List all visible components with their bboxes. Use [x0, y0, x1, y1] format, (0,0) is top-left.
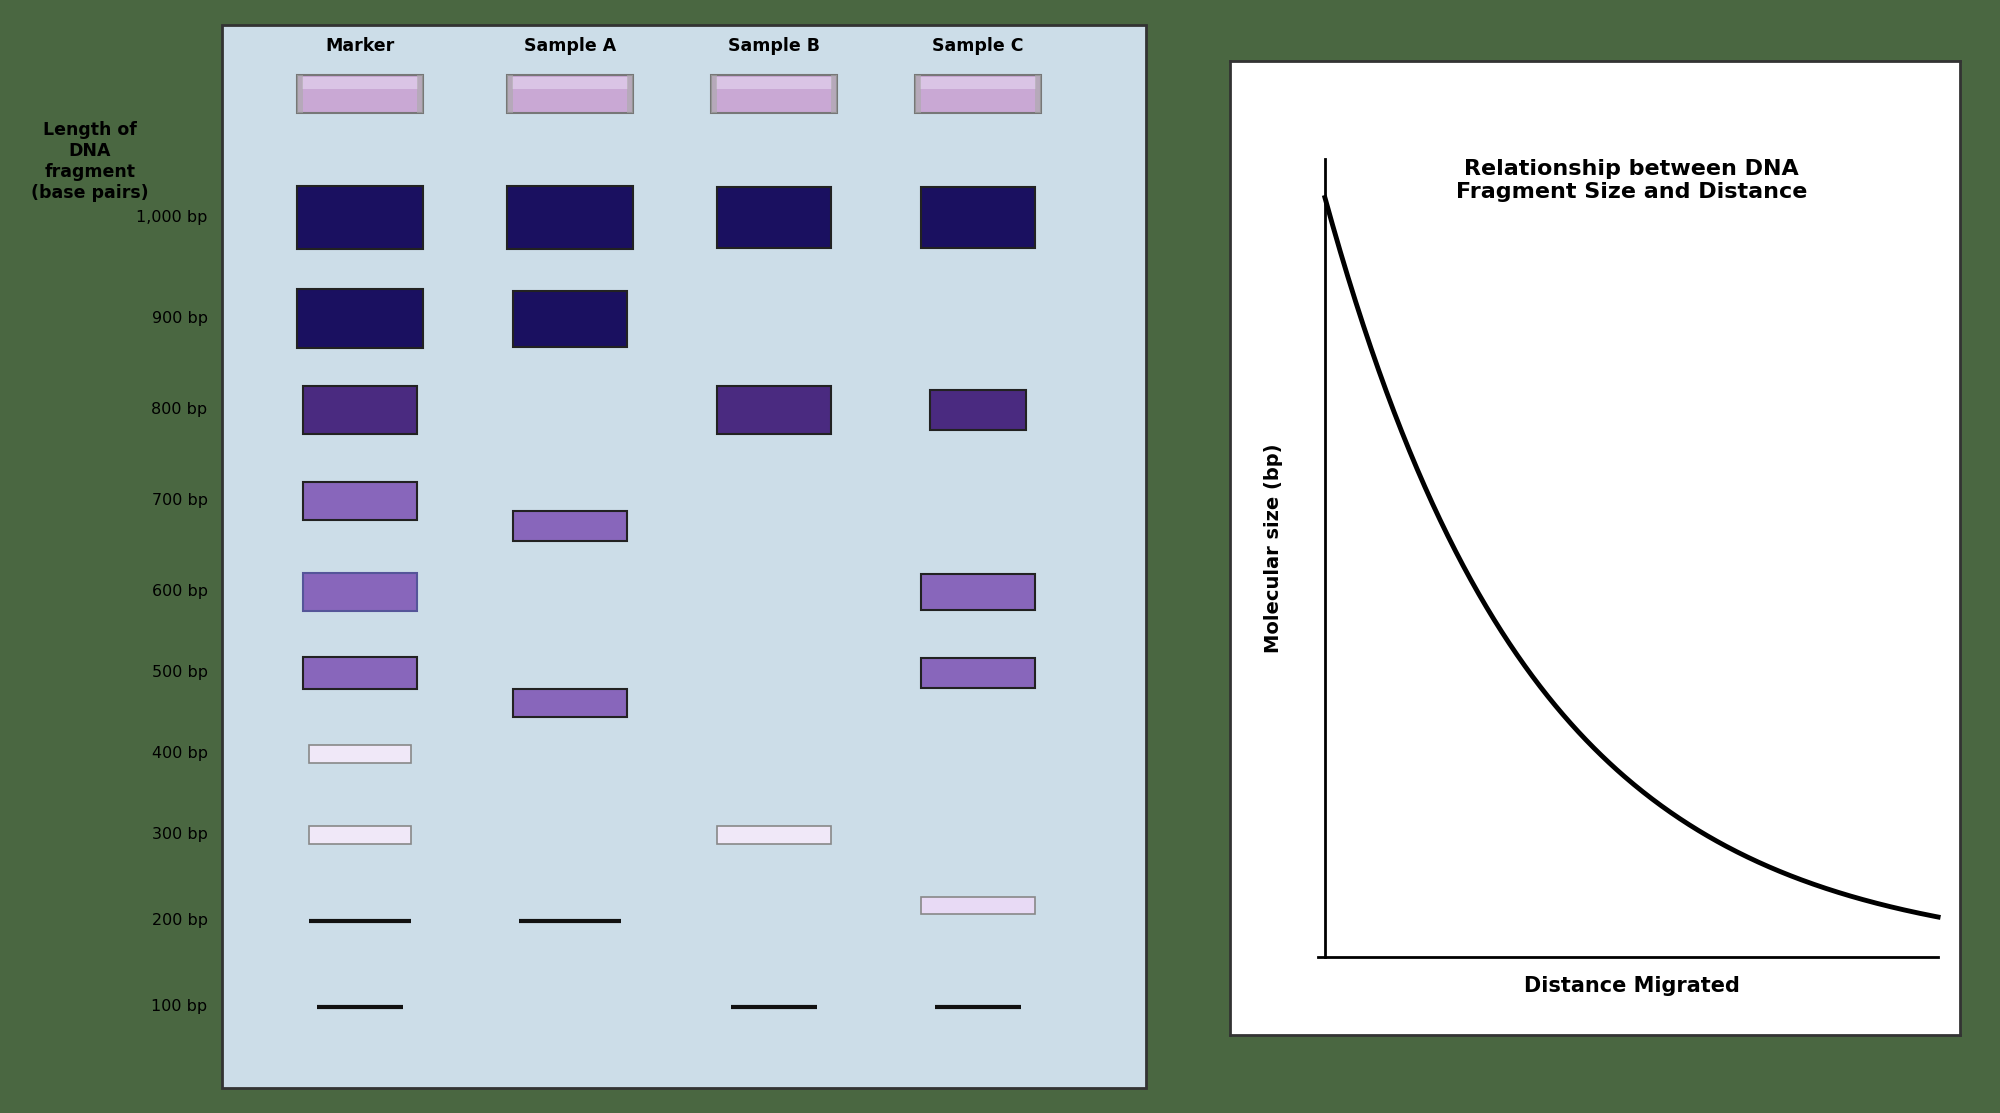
Text: 800 bp: 800 bp	[152, 402, 208, 417]
Text: Sample C: Sample C	[932, 37, 1024, 55]
Bar	[508, 186, 632, 249]
FancyBboxPatch shape	[916, 75, 1040, 114]
Text: 500 bp: 500 bp	[152, 666, 208, 680]
Text: Marker: Marker	[326, 37, 394, 55]
Bar	[308, 826, 412, 844]
Text: 600 bp: 600 bp	[152, 584, 208, 600]
Bar	[916, 75, 920, 114]
Text: 100 bp: 100 bp	[152, 999, 208, 1014]
Bar	[304, 482, 416, 520]
Bar	[712, 75, 716, 114]
FancyBboxPatch shape	[296, 75, 424, 114]
Text: 1,000 bp: 1,000 bp	[136, 210, 208, 225]
Bar	[302, 77, 418, 89]
Bar	[920, 77, 1036, 89]
Bar	[508, 75, 512, 114]
Text: Distance Migrated: Distance Migrated	[1524, 976, 1740, 996]
Bar	[296, 75, 304, 114]
Text: 700 bp: 700 bp	[152, 493, 208, 509]
Bar	[628, 75, 634, 114]
FancyBboxPatch shape	[712, 75, 836, 114]
Bar	[718, 826, 832, 844]
Bar	[716, 77, 832, 89]
Bar	[512, 290, 628, 346]
FancyBboxPatch shape	[508, 75, 632, 114]
Bar	[718, 187, 832, 248]
Bar	[1036, 75, 1040, 114]
Text: 200 bp: 200 bp	[152, 914, 208, 928]
Bar	[304, 385, 416, 434]
Bar	[832, 75, 838, 114]
Bar	[416, 75, 424, 114]
Text: Sample A: Sample A	[524, 37, 616, 55]
Bar	[930, 390, 1026, 430]
Text: 900 bp: 900 bp	[152, 312, 208, 326]
Text: 400 bp: 400 bp	[152, 747, 208, 761]
Text: Molecular size (bp): Molecular size (bp)	[1264, 443, 1284, 653]
Text: Length of
DNA
fragment
(base pairs): Length of DNA fragment (base pairs)	[32, 121, 148, 201]
Bar	[296, 289, 424, 348]
Bar	[296, 186, 424, 249]
Bar	[512, 689, 628, 718]
Bar	[222, 26, 1146, 1087]
Bar	[308, 745, 412, 762]
Text: Relationship between DNA
Fragment Size and Distance: Relationship between DNA Fragment Size a…	[1456, 158, 1808, 201]
Bar	[922, 574, 1036, 610]
Bar	[922, 187, 1036, 248]
Bar	[922, 658, 1036, 688]
Bar	[922, 897, 1036, 914]
Bar	[304, 573, 416, 611]
Bar	[512, 77, 628, 89]
Bar	[718, 385, 832, 434]
Bar	[304, 657, 416, 689]
Text: Sample B: Sample B	[728, 37, 820, 55]
Bar	[512, 511, 628, 541]
Text: 300 bp: 300 bp	[152, 827, 208, 843]
